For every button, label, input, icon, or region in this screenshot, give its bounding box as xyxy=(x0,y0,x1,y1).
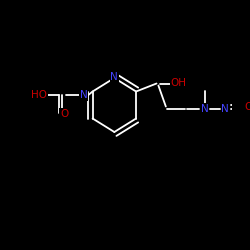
Text: O: O xyxy=(244,102,250,112)
Text: N: N xyxy=(110,72,118,82)
Text: OH: OH xyxy=(171,78,187,88)
Text: O: O xyxy=(60,109,68,119)
Text: HO: HO xyxy=(31,90,47,100)
Text: N: N xyxy=(80,90,88,100)
Text: N: N xyxy=(201,104,209,114)
Text: N: N xyxy=(222,104,229,114)
